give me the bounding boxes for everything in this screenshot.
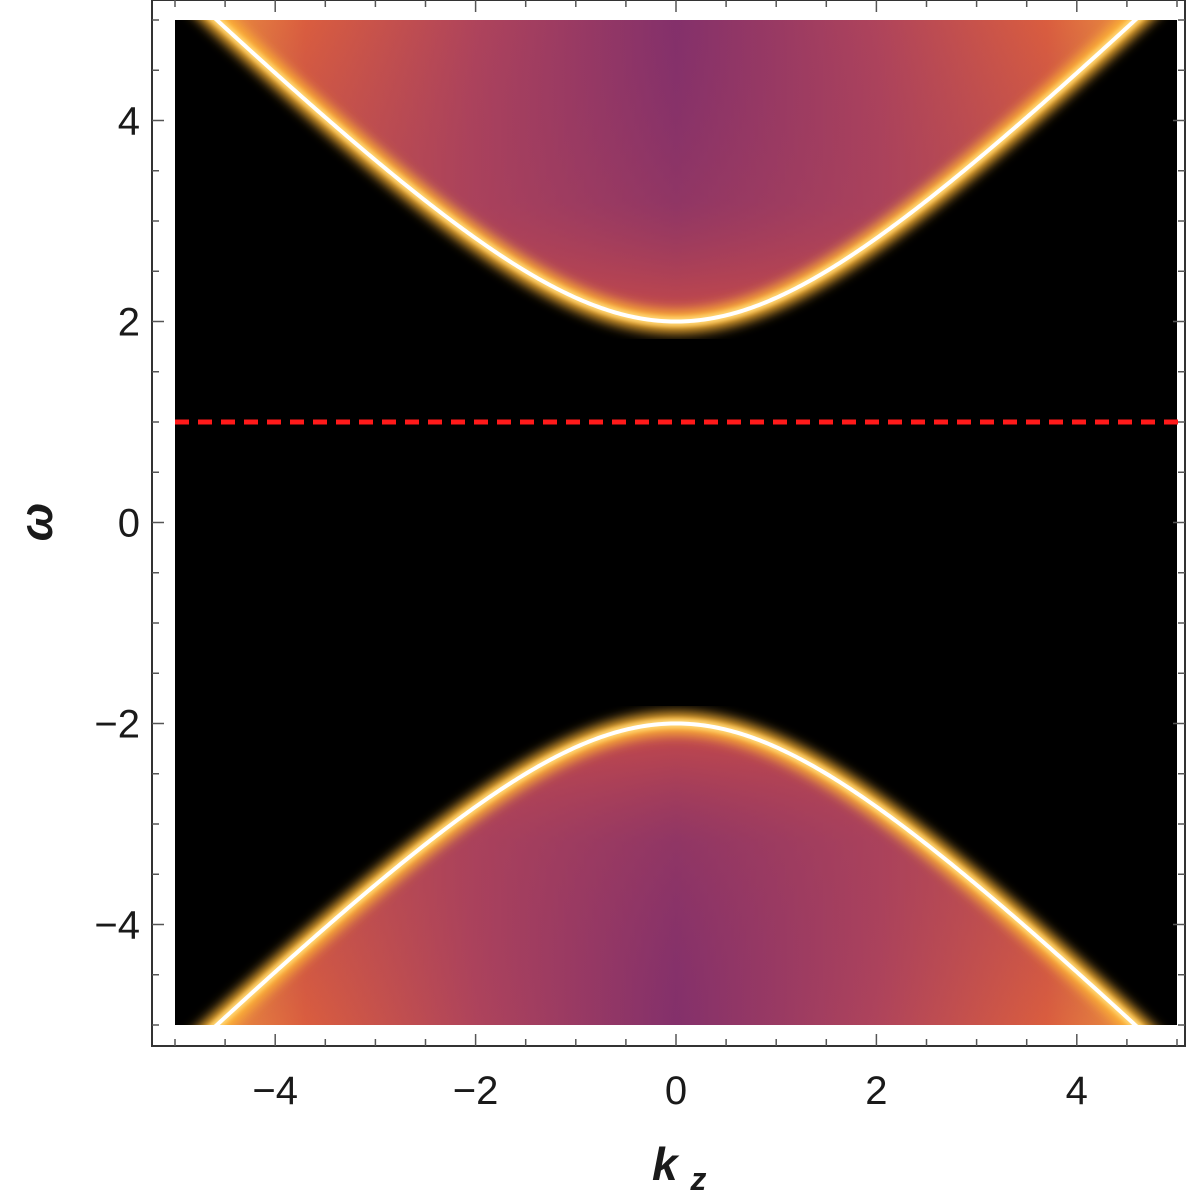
y-tick-label: 2 [118, 301, 140, 345]
x-axis-title-base: k [652, 1138, 680, 1190]
y-axis-ticks [152, 19, 1185, 1026]
x-tick-label: 2 [865, 1069, 887, 1113]
x-axis-tick-labels: −4 −2 0 2 4 [252, 1069, 1088, 1113]
lower-band-shade [216, 723, 1136, 1025]
upper-band-shade [216, 20, 1136, 322]
y-tick-label: 0 [118, 502, 140, 546]
y-tick-label: 4 [118, 100, 140, 144]
y-tick-label: −2 [94, 703, 140, 747]
x-axis-title: k z [652, 1138, 706, 1197]
upper-band-edge [213, 20, 1139, 324]
x-tick-label: −4 [252, 1069, 298, 1113]
x-axis-title-subscript: z [689, 1161, 706, 1197]
y-tick-label: −4 [94, 904, 140, 948]
x-tick-label: 0 [665, 1069, 687, 1113]
x-tick-label: −2 [453, 1069, 499, 1113]
y-axis-title: ω [10, 503, 62, 541]
x-axis-ticks [174, 0, 1178, 1046]
x-tick-label: 4 [1066, 1069, 1088, 1113]
y-axis-tick-labels: 4 2 0 −2 −4 [94, 100, 140, 948]
lower-band-edge [213, 721, 1139, 1025]
